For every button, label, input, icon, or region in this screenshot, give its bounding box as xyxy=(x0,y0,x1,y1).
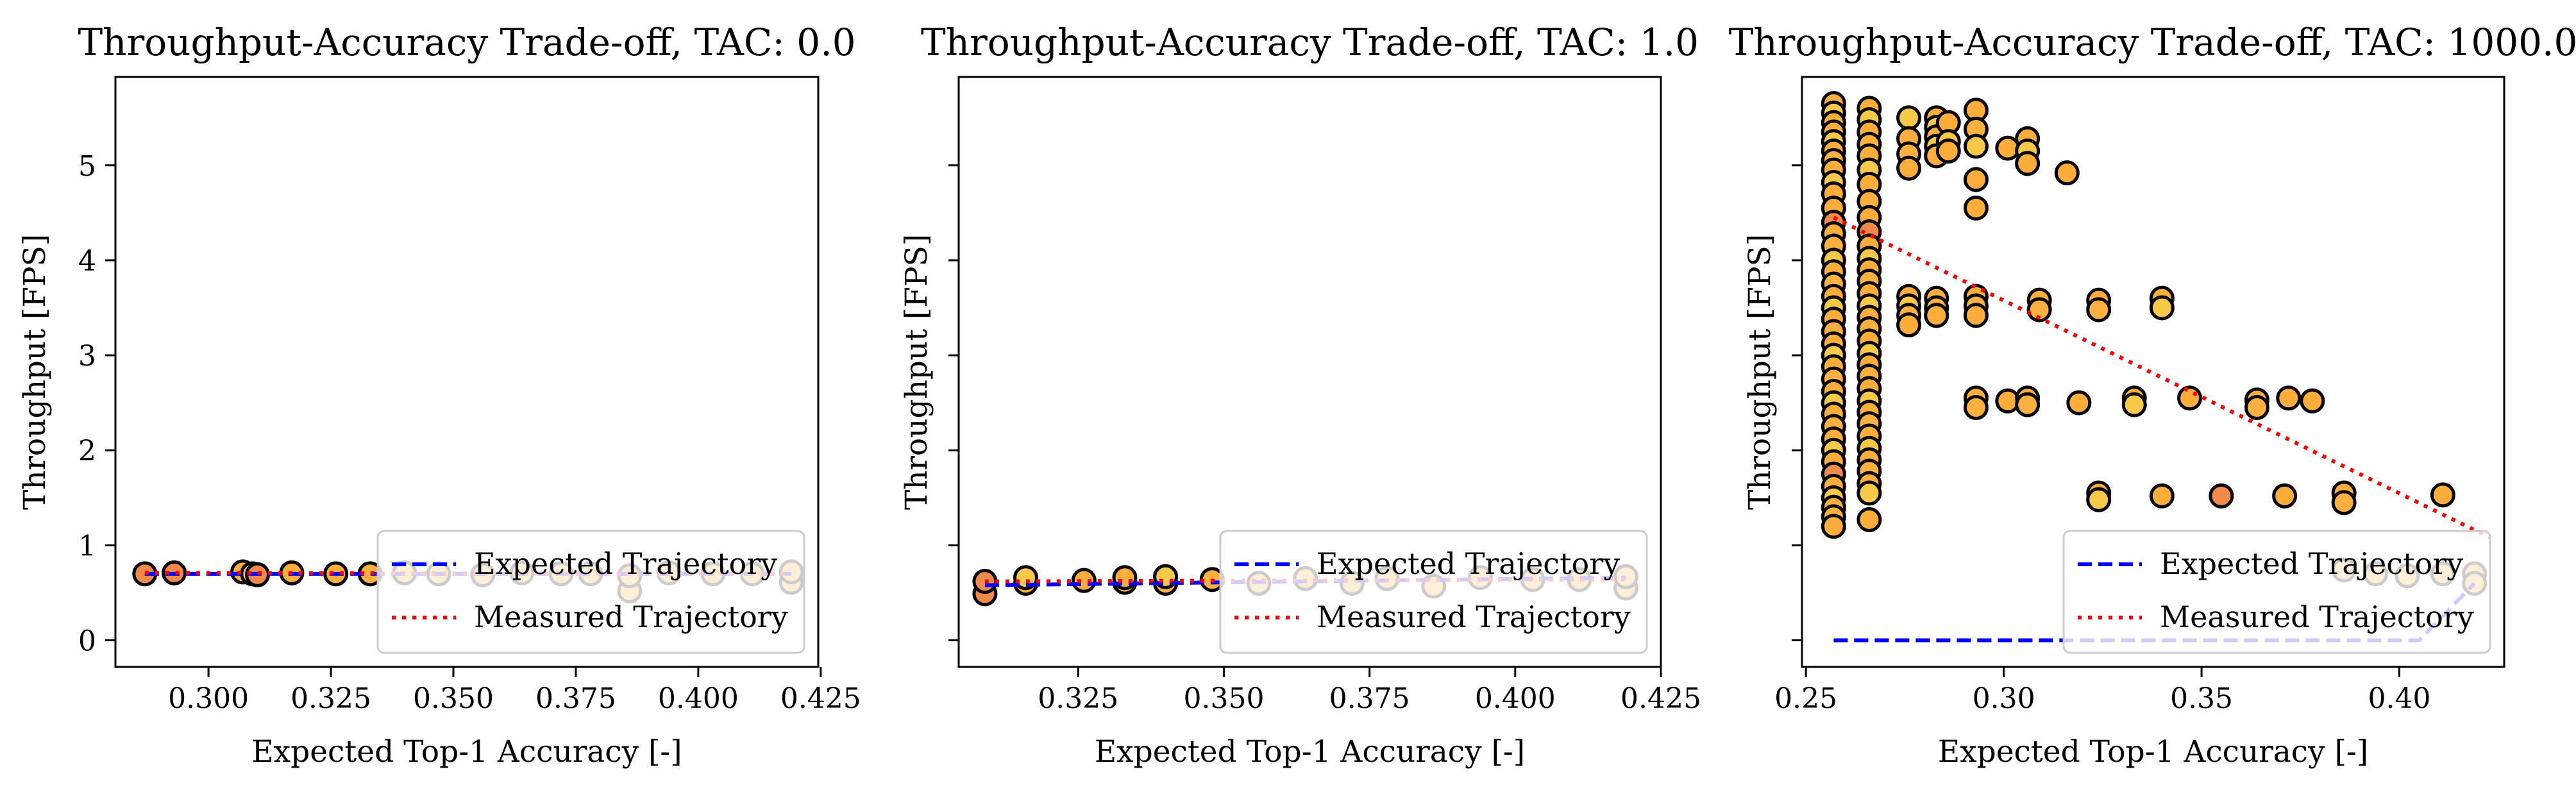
data-point xyxy=(1963,195,1989,221)
legend-expected-label: Expected Trajectory xyxy=(2160,546,2463,581)
y-tick-label: 4 xyxy=(78,245,96,278)
data-point xyxy=(1896,105,1922,131)
data-point xyxy=(2066,390,2092,416)
y-tick-label: 0 xyxy=(78,625,96,658)
y-axis-label: Throughput [FPS] xyxy=(899,234,934,510)
y-axis-label: Throughput [FPS] xyxy=(17,234,53,510)
x-tick-label: 0.400 xyxy=(1475,682,1556,715)
data-point xyxy=(2149,295,2175,321)
data-point xyxy=(2015,151,2041,176)
x-tick-label: 0.375 xyxy=(1329,682,1410,715)
legend: Expected Trajectory Measured Trajectory xyxy=(376,530,805,654)
data-point xyxy=(2149,483,2175,509)
data-point xyxy=(2015,392,2041,417)
x-tick-label: 0.375 xyxy=(535,682,616,715)
data-point xyxy=(1896,155,1922,181)
x-tick-label: 0.40 xyxy=(2368,682,2431,715)
legend-expected-label: Expected Trajectory xyxy=(474,546,777,581)
axes-frame xyxy=(957,76,1662,668)
y-axis-label: Throughput [FPS] xyxy=(1742,234,1778,510)
legend-frame xyxy=(1219,530,1648,654)
data-point xyxy=(2272,483,2298,509)
x-tick-label: 0.350 xyxy=(1183,682,1264,715)
x-tick-label: 0.300 xyxy=(168,682,249,715)
legend-frame xyxy=(2062,530,2491,654)
data-point xyxy=(1963,133,1989,159)
data-point xyxy=(2026,297,2052,323)
data-point xyxy=(1963,303,1989,328)
y-tick-label: 1 xyxy=(78,530,96,562)
data-point xyxy=(2276,385,2302,411)
x-tick-label: 0.400 xyxy=(658,682,739,715)
data-point xyxy=(2086,487,2112,512)
chart-panel-2: Throughput-Accuracy Trade-off, TAC: 1.0 0… xyxy=(899,21,1701,770)
x-axis-label: Expected Top-1 Accuracy [-] xyxy=(1938,734,2368,770)
data-point xyxy=(1071,568,1097,593)
x-tick-label: 0.35 xyxy=(2170,682,2233,715)
x-axis-label: Expected Top-1 Accuracy [-] xyxy=(1095,734,1525,770)
chart-title: Throughput-Accuracy Trade-off, TAC: 1.0 xyxy=(921,21,1699,64)
chart-title: Throughput-Accuracy Trade-off, TAC: 1000… xyxy=(1729,21,2576,64)
legend: Expected Trajectory Measured Trajectory xyxy=(1219,530,1648,654)
data-point xyxy=(2244,395,2269,421)
axes-frame xyxy=(114,76,820,668)
legend-measured-label: Measured Trajectory xyxy=(1317,600,1631,634)
legend: Expected Trajectory Measured Trajectory xyxy=(2062,530,2491,654)
data-point xyxy=(2331,490,2357,516)
data-point xyxy=(1924,303,1949,328)
x-tick-label: 0.325 xyxy=(290,682,371,715)
x-tick-label: 0.425 xyxy=(1621,682,1701,715)
chart-panel-1: Throughput-Accuracy Trade-off, TAC: 0.0 0… xyxy=(17,21,861,770)
data-point xyxy=(1935,139,1961,164)
data-point xyxy=(2054,160,2080,186)
data-point xyxy=(2300,388,2325,414)
legend-measured-label: Measured Trajectory xyxy=(2160,600,2474,634)
chart-title: Throughput-Accuracy Trade-off, TAC: 0.0 xyxy=(78,21,855,64)
y-tick-label: 2 xyxy=(78,435,96,467)
legend-frame xyxy=(376,530,805,654)
data-point xyxy=(1963,167,1989,192)
y-tick-label: 5 xyxy=(78,150,96,183)
data-point xyxy=(1821,514,1846,539)
measured-trajectory-line xyxy=(1833,215,2491,540)
data-point xyxy=(2121,392,2147,417)
x-axis-label: Expected Top-1 Accuracy [-] xyxy=(251,734,682,770)
data-point xyxy=(1896,312,1922,338)
legend-measured-label: Measured Trajectory xyxy=(474,600,788,634)
legend-expected-label: Expected Trajectory xyxy=(1317,546,1620,581)
axes-frame xyxy=(1801,76,2505,668)
data-point xyxy=(2177,385,2203,411)
data-point xyxy=(1963,395,1989,421)
data-point xyxy=(1856,480,1882,506)
x-tick-label: 0.25 xyxy=(1774,682,1837,715)
chart-panel-3: Throughput-Accuracy Trade-off, TAC: 1000… xyxy=(1729,21,2576,770)
x-tick-label: 0.30 xyxy=(1973,682,2035,715)
y-tick-label: 3 xyxy=(78,340,96,373)
plot-area xyxy=(1821,90,2491,643)
data-point xyxy=(2086,297,2112,323)
x-tick-label: 0.350 xyxy=(413,682,494,715)
x-tick-label: 0.425 xyxy=(780,682,861,715)
data-point xyxy=(2209,483,2234,509)
data-point xyxy=(1856,507,1882,532)
x-tick-label: 0.325 xyxy=(1038,682,1118,715)
data-point xyxy=(2430,482,2455,508)
